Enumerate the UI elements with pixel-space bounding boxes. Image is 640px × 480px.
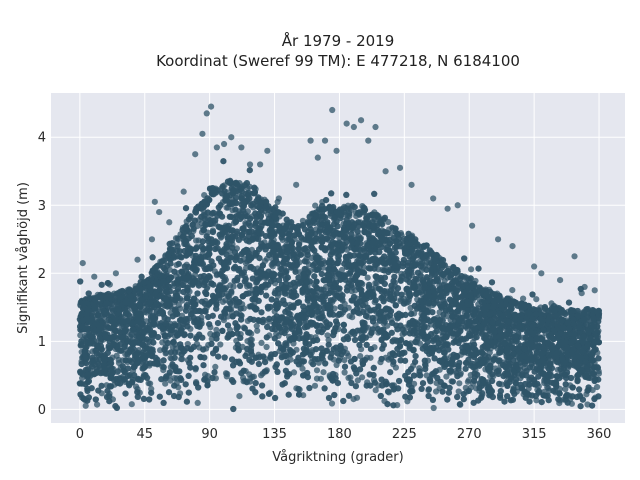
data-point: [325, 336, 332, 344]
data-point: [114, 368, 121, 376]
data-point: [320, 369, 327, 376]
data-point: [313, 375, 321, 382]
data-point: [133, 383, 140, 390]
data-point: [179, 297, 186, 304]
data-point: [94, 401, 101, 408]
data-point: [172, 235, 180, 242]
data-point: [385, 218, 392, 226]
data-point: [359, 374, 366, 381]
data-point: [372, 387, 379, 394]
data-point: [372, 280, 379, 287]
data-point: [223, 373, 230, 380]
data-point: [479, 389, 486, 396]
data-point: [594, 383, 601, 391]
data-point: [311, 382, 319, 389]
data-point: [441, 277, 448, 284]
data-point: [299, 217, 306, 224]
data-point: [244, 338, 251, 345]
data-point: [348, 288, 355, 295]
data-point: [219, 298, 226, 305]
data-point: [212, 363, 219, 370]
dense-points: [76, 158, 603, 413]
data-point: [162, 380, 169, 387]
data-point: [258, 339, 265, 346]
data-point: [82, 402, 89, 409]
data-point: [253, 322, 260, 329]
data-point: [169, 343, 176, 351]
data-point: [345, 352, 352, 359]
data-point: [244, 208, 251, 215]
data-point: [312, 202, 319, 209]
data-point: [341, 369, 348, 376]
data-point: [113, 352, 120, 359]
data-point: [533, 296, 540, 303]
data-point: [520, 295, 527, 302]
data-point: [364, 274, 371, 281]
data-point: [77, 332, 84, 339]
data-point: [464, 378, 471, 385]
data-point: [357, 353, 364, 360]
data-point: [230, 283, 237, 290]
data-point: [468, 266, 475, 273]
data-point: [430, 404, 437, 412]
data-point: [328, 400, 336, 407]
data-point: [354, 377, 361, 384]
data-point: [350, 396, 357, 403]
chart-title: År 1979 - 2019: [282, 31, 395, 50]
data-point: [194, 399, 201, 406]
data-point: [178, 356, 185, 363]
data-point: [236, 393, 243, 400]
data-point: [263, 343, 270, 351]
data-point: [562, 386, 569, 393]
chart-subtitle: Koordinat (Sweref 99 TM): E 477218, N 61…: [156, 52, 520, 70]
data-point: [254, 327, 261, 334]
data-point: [393, 290, 400, 297]
data-point: [171, 375, 178, 382]
data-point: [145, 380, 152, 387]
data-point: [299, 365, 306, 372]
data-point: [324, 332, 331, 339]
data-point: [217, 341, 224, 348]
data-point: [346, 313, 353, 320]
data-point: [290, 369, 298, 376]
data-point: [455, 388, 462, 395]
data-point: [456, 380, 463, 387]
data-point: [213, 326, 220, 333]
data-point: [443, 373, 450, 380]
data-point: [595, 370, 603, 377]
data-point: [128, 401, 135, 408]
data-point: [313, 367, 321, 374]
data-point: [509, 287, 516, 294]
data-point: [246, 371, 253, 378]
data-point: [345, 374, 352, 381]
